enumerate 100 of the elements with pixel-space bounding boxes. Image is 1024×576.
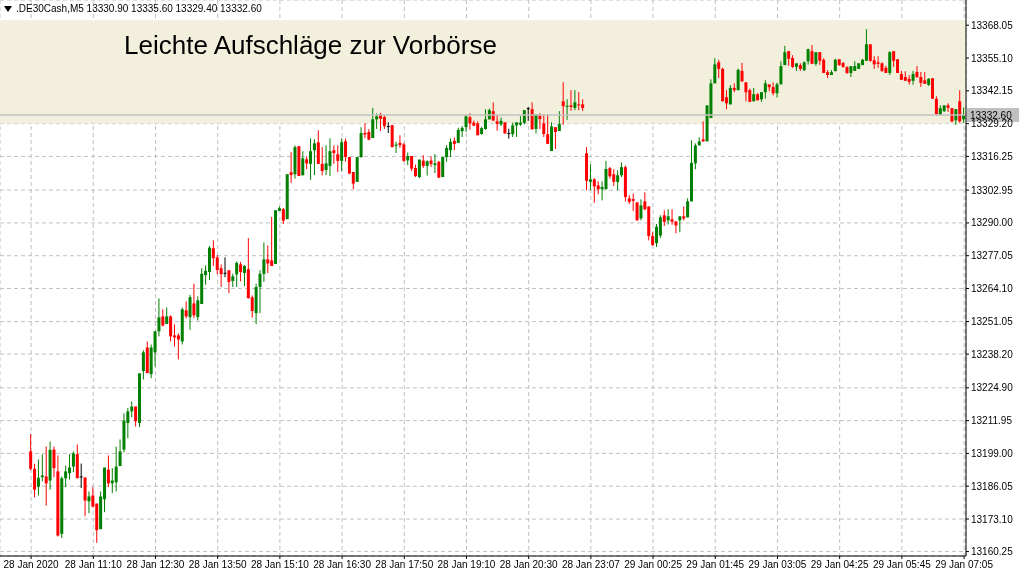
candlestick <box>188 294 192 331</box>
x-tick-label: 28 Jan 15:10 <box>250 559 310 571</box>
x-tick-label: 28 Jan 17:50 <box>375 559 434 571</box>
candlestick <box>83 476 87 517</box>
candlestick <box>36 458 40 496</box>
candlestick <box>340 137 344 172</box>
candlestick <box>495 114 499 132</box>
candlestick <box>312 138 316 176</box>
y-tick-label: 13173.10 <box>971 513 1014 525</box>
text: Leichte Aufschläge zur Vorbörse <box>124 30 497 61</box>
candlestick <box>29 433 33 471</box>
y-tick-label: 13368.05 <box>971 19 1014 31</box>
candlestick <box>363 122 367 139</box>
candlestick <box>270 216 274 267</box>
candlestick <box>713 57 717 84</box>
candlestick <box>106 454 110 488</box>
x-tick-label: 29 Jan 01:45 <box>686 559 745 571</box>
candlestick <box>740 62 744 83</box>
candlestick <box>557 110 561 132</box>
y-tick-label: 13355.10 <box>971 52 1014 64</box>
y-tick-label: 13302.95 <box>971 184 1014 196</box>
candlestick <box>542 113 546 138</box>
candlestick <box>40 453 44 482</box>
candlestick <box>911 70 915 86</box>
candlestick <box>176 332 180 360</box>
candlestick <box>33 463 37 498</box>
x-tick-label: 29 Jan 03:05 <box>748 559 807 571</box>
candlestick <box>169 314 173 342</box>
candlestick <box>227 269 231 294</box>
x-tick-label: 28 Jan 12:30 <box>126 559 185 571</box>
y-tick-label: 13329.20 <box>971 118 1014 130</box>
candlestick <box>309 137 313 181</box>
candlestick <box>771 81 775 96</box>
x-tick-label: 28 Jan 11:10 <box>64 559 123 571</box>
candlestick <box>744 81 748 102</box>
candlestick <box>87 490 91 514</box>
x-tick-label: 29 Jan 04:25 <box>810 559 870 571</box>
candlestick <box>332 144 336 165</box>
x-tick-label: 28 Jan 16:30 <box>313 559 372 571</box>
candlestick <box>386 121 390 134</box>
y-tick-label: 13277.05 <box>971 250 1014 262</box>
y-tick-label: 13238.20 <box>971 348 1014 360</box>
x-tick-label: 29 Jan 07:05 <box>935 559 994 571</box>
candlestick <box>192 283 196 319</box>
x-tick-label: 28 Jan 2020 <box>3 559 60 571</box>
candlestick <box>693 142 697 170</box>
candlestick <box>717 59 721 79</box>
candlestick <box>184 300 188 319</box>
candlestick <box>546 113 550 145</box>
candlestick <box>211 239 215 267</box>
candlestick <box>448 138 452 158</box>
candlestick <box>483 108 487 131</box>
x-tick-label: 28 Jan 23:07 <box>561 559 621 571</box>
candlestick <box>876 55 880 69</box>
candlestick <box>433 153 437 174</box>
x-tick-label: 28 Jan 19:10 <box>437 559 496 571</box>
candlestick <box>670 208 674 226</box>
candlestick <box>336 144 340 173</box>
y-tick-label: 13316.25 <box>971 150 1014 162</box>
ref-line-label: 13332.60 <box>970 110 1013 121</box>
candlestick <box>64 465 68 488</box>
candlestick <box>79 463 83 489</box>
y-tick-label: 13160.25 <box>971 546 1014 558</box>
candlestick <box>577 91 581 111</box>
candlestick <box>958 89 962 124</box>
candlestick <box>429 155 433 168</box>
chart-subtitle: .DE30Cash,M5 13330.90 13335.60 13329.40 13332.60 <box>16 3 262 14</box>
candlestick <box>320 146 324 176</box>
y-tick-label: 13264.10 <box>971 283 1014 295</box>
y-tick-label: 13224.90 <box>971 382 1014 394</box>
candlestick <box>239 261 243 282</box>
candlestick <box>301 150 305 176</box>
candlestick <box>468 112 472 131</box>
candlestick <box>141 349 145 380</box>
y-tick-label: 13186.05 <box>971 480 1014 492</box>
candlestick <box>289 151 293 184</box>
candlestick <box>573 89 577 111</box>
candlestick <box>344 138 348 162</box>
candlestick <box>915 65 919 79</box>
candlestick <box>530 101 534 131</box>
candlestick <box>242 264 246 287</box>
candlestick <box>235 260 239 288</box>
candlestick <box>328 137 332 177</box>
candlestick <box>223 256 227 278</box>
candlestick <box>810 44 814 65</box>
candlestick <box>592 177 596 204</box>
y-tick-label: 13211.95 <box>971 415 1013 427</box>
candlestick <box>114 446 118 492</box>
candlestick <box>588 163 592 191</box>
x-tick-label: 28 Jan 20:30 <box>499 559 559 571</box>
candlestick <box>616 169 620 191</box>
candlestick <box>316 129 320 165</box>
x-tick-label: 29 Jan 00:25 <box>624 559 683 571</box>
candlestick <box>565 98 569 121</box>
y-tick-label: 13342.15 <box>971 85 1014 97</box>
candlestick <box>507 128 511 140</box>
candlestick <box>569 89 573 112</box>
candlestick <box>763 79 767 100</box>
candlestick <box>864 28 868 62</box>
candlestick <box>266 244 270 274</box>
